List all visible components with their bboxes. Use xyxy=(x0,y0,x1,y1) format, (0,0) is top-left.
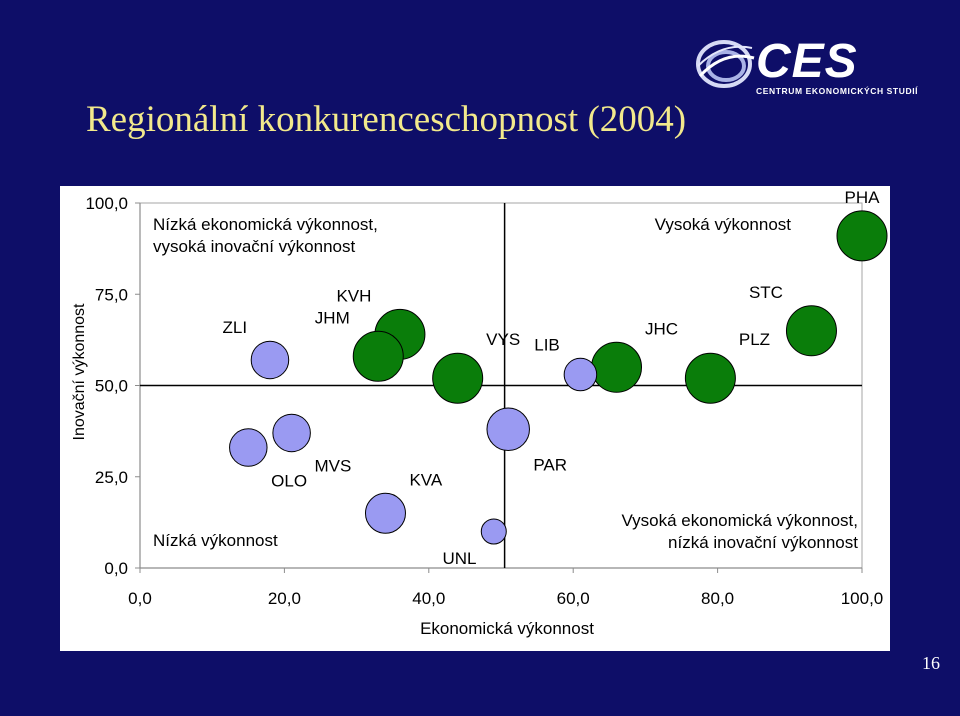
bubble-stc xyxy=(785,305,837,357)
quadrant-label-line: nízká inovační výkonnost xyxy=(668,533,858,552)
bubble-label: JHC xyxy=(645,319,678,338)
bubble-pha xyxy=(836,210,888,262)
y-axis-ticks: 0,0 25,0 50,0 75,0 100,0 xyxy=(85,194,140,578)
y-tick-label: 25,0 xyxy=(95,468,128,487)
x-tick-label: 0,0 xyxy=(128,589,152,608)
bubble-label: LIB xyxy=(534,335,560,354)
quadrant-label-line: Nízká výkonnost xyxy=(153,531,278,550)
x-tick-label: 60,0 xyxy=(557,589,590,608)
logo-swirl-icon xyxy=(696,40,755,88)
quadrant-label-line: vysoká inovační výkonnost xyxy=(153,237,355,256)
logo-text: CES xyxy=(756,35,858,88)
slide-title: Regionální konkurenceschopnost (2004) xyxy=(86,99,687,140)
ces-logo: CES CENTRUM EKONOMICKÝCH STUDIÍ xyxy=(694,30,918,100)
bubble-vys xyxy=(432,352,484,404)
bubble-mvs xyxy=(272,413,311,453)
bubble-label: MVS xyxy=(314,457,351,476)
bubble-unl xyxy=(480,518,507,545)
x-tick-label: 20,0 xyxy=(268,589,301,608)
bubble-series: PHA STC PLZ JHC LIB VYS KVH JHM ZLI MVS OLO PAR KVA U… xyxy=(223,188,888,568)
x-tick-label: 80,0 xyxy=(701,589,734,608)
quadrant-label: Nízká výkonnost xyxy=(153,531,278,550)
logo-subtitle: CENTRUM EKONOMICKÝCH STUDIÍ xyxy=(756,86,919,96)
y-tick-label: 50,0 xyxy=(95,377,128,396)
bubble-label: STC xyxy=(749,283,783,302)
bubble-par xyxy=(486,407,530,452)
bubble-label: ZLI xyxy=(223,318,248,337)
quadrant-label: Nízká ekonomická výkonnost, vysoká inovač… xyxy=(153,215,378,256)
y-tick-label: 100,0 xyxy=(85,194,128,213)
bubble-jhm xyxy=(352,330,404,382)
x-axis-ticks: 0,0 20,0 40,0 60,0 80,0 100,0 xyxy=(128,568,883,608)
quadrant-label-line: Vysoká ekonomická výkonnost, xyxy=(621,511,858,530)
y-axis-label: Inovační výkonnost xyxy=(71,303,88,441)
quadrant-label-line: Nízká ekonomická výkonnost, xyxy=(153,215,378,234)
bubble-label: OLO xyxy=(271,471,307,490)
bubble-label: VYS xyxy=(486,330,520,349)
bubble-label: PAR xyxy=(533,456,567,475)
bubble-label: KVA xyxy=(409,470,442,489)
bubble-olo xyxy=(229,428,268,467)
quadrant-labels: Nízká ekonomická výkonnost, vysoká inovač… xyxy=(153,215,858,552)
bubble-kva xyxy=(364,492,406,534)
x-tick-label: 40,0 xyxy=(412,589,445,608)
bubble-plz xyxy=(684,352,736,404)
x-axis-label: Ekonomická výkonnost xyxy=(420,619,594,638)
quadrant-label-line: Vysoká výkonnost xyxy=(655,215,792,234)
y-tick-label: 0,0 xyxy=(104,559,128,578)
bubble-label: UNL xyxy=(443,549,477,568)
x-tick-label: 100,0 xyxy=(841,589,884,608)
quadrant-label: Vysoká výkonnost xyxy=(655,215,792,234)
chart-panel xyxy=(60,186,890,651)
bubble-label: PHA xyxy=(845,188,881,207)
quadrant-label: Vysoká ekonomická výkonnost, nízká inovač… xyxy=(621,511,858,552)
bubble-label: KVH xyxy=(336,286,371,305)
bubble-zli xyxy=(250,340,290,380)
bubble-jhc xyxy=(591,341,643,393)
y-tick-label: 75,0 xyxy=(95,285,128,304)
bubble-lib xyxy=(563,357,598,392)
bubble-label: PLZ xyxy=(739,330,770,349)
page-number: 16 xyxy=(922,653,940,673)
bubble-label: JHM xyxy=(315,308,350,327)
